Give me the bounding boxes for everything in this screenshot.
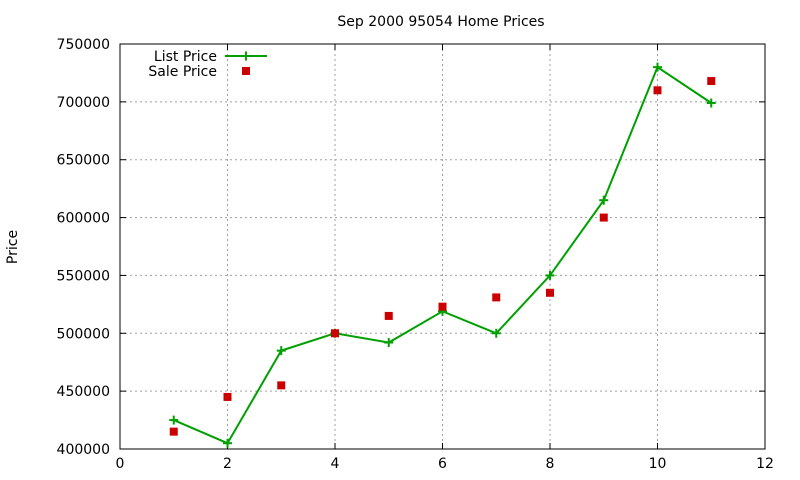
x-tick-label: 4 xyxy=(331,456,340,472)
legend-label: Sale Price xyxy=(148,64,217,80)
legend-entry-list-price: List Price xyxy=(154,49,267,65)
data-point-sale-price xyxy=(277,381,286,390)
series-sale-price xyxy=(169,77,716,436)
data-point-list-price xyxy=(276,346,286,356)
y-tick-label: 400000 xyxy=(57,442,110,458)
y-tick-label: 550000 xyxy=(57,268,110,284)
x-tick-label: 2 xyxy=(223,456,232,472)
y-tick-label: 750000 xyxy=(57,37,110,53)
data-point-sale-price xyxy=(438,302,447,311)
data-point-list-price xyxy=(169,415,179,425)
data-point-list-price xyxy=(706,98,716,108)
data-point-sale-price xyxy=(599,213,608,222)
data-point-sale-price xyxy=(223,392,232,401)
legend-entry-sale-price: Sale Price xyxy=(148,64,250,80)
data-point-list-price xyxy=(599,195,609,205)
legend-marker xyxy=(242,67,250,75)
y-tick-label: 600000 xyxy=(57,211,110,227)
data-point-list-price xyxy=(545,270,555,280)
grid xyxy=(120,44,765,449)
data-point-sale-price xyxy=(492,293,501,302)
series xyxy=(169,62,716,448)
data-point-sale-price xyxy=(653,86,662,95)
y-tick-label: 500000 xyxy=(57,326,110,342)
data-point-list-price xyxy=(223,438,232,448)
x-tick-label: 10 xyxy=(649,456,667,472)
legend-label: List Price xyxy=(154,49,217,65)
y-axis-ticks: 400000 450000 500000 550000 600000 650000 7000… xyxy=(57,37,765,458)
y-tick-label: 700000 xyxy=(57,95,110,111)
chart-title: Sep 2000 95054 Home Prices xyxy=(337,14,544,30)
x-tick-label: 12 xyxy=(756,456,774,472)
y-axis-label: Price xyxy=(5,230,21,264)
data-point-list-price xyxy=(653,62,662,72)
data-point-list-price xyxy=(491,328,501,338)
x-tick-label: 8 xyxy=(546,456,555,472)
data-point-sale-price xyxy=(331,329,339,338)
data-point-sale-price xyxy=(384,311,393,320)
y-tick-label: 650000 xyxy=(57,153,110,169)
x-axis-ticks: 0 2 4 6 8 10 12 xyxy=(116,44,774,472)
legend-marker xyxy=(241,51,251,61)
y-tick-label: 450000 xyxy=(57,384,110,400)
x-tick-label: 6 xyxy=(438,456,447,472)
data-point-sale-price xyxy=(546,288,554,297)
data-point-sale-price xyxy=(707,77,716,86)
data-point-sale-price xyxy=(169,427,178,436)
data-point-list-price xyxy=(384,338,394,348)
x-tick-label: 0 xyxy=(116,456,125,472)
